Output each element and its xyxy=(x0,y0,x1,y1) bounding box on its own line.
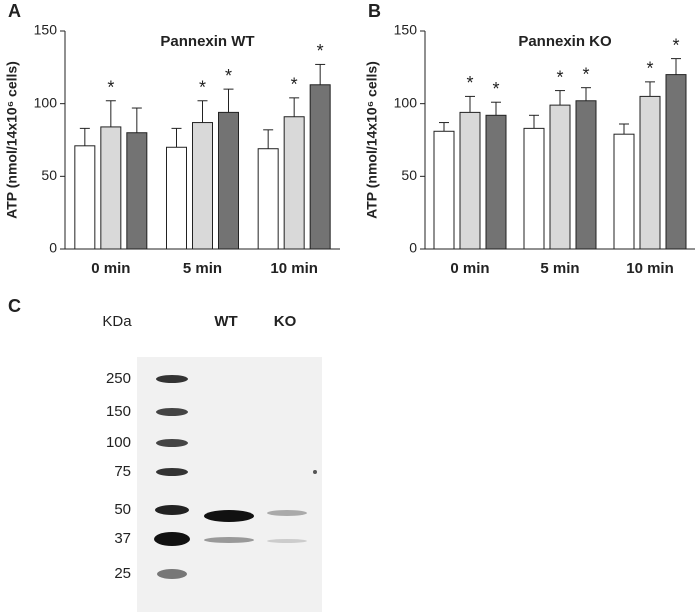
x-tick-label: 0 min xyxy=(450,260,489,277)
bar xyxy=(665,74,687,250)
significance-mark: * xyxy=(225,66,232,86)
y-tick-label: 0 xyxy=(49,240,57,256)
error-bar xyxy=(131,107,142,133)
error-bar xyxy=(581,87,591,101)
error-bar xyxy=(223,88,234,113)
x-tick-label: 10 min xyxy=(626,260,674,277)
y-tick-label: 100 xyxy=(394,94,418,110)
bar xyxy=(613,133,635,250)
chart-title: Pannexin KO xyxy=(518,33,612,50)
marker-label: 150 xyxy=(106,403,131,420)
bar xyxy=(433,130,455,250)
error-bar xyxy=(671,58,681,75)
marker-label: 37 xyxy=(114,530,131,547)
significance-mark: * xyxy=(317,41,324,61)
ladder-band xyxy=(156,468,188,476)
x-tick-label: 10 min xyxy=(270,260,318,277)
y-tick-label: 0 xyxy=(409,240,417,256)
error-bar xyxy=(315,63,326,85)
error-bar xyxy=(439,122,449,132)
bar xyxy=(257,148,279,250)
significance-mark: * xyxy=(672,35,679,55)
significance-mark: * xyxy=(556,67,563,87)
bar xyxy=(166,146,187,250)
bar xyxy=(639,95,661,250)
significance-mark: * xyxy=(107,78,114,98)
error-bar xyxy=(197,100,208,123)
bar xyxy=(74,145,96,250)
bar xyxy=(459,111,481,250)
error-bar xyxy=(465,95,475,113)
error-bar xyxy=(619,123,629,135)
marker-label: 250 xyxy=(106,370,131,387)
ladder-band xyxy=(156,375,188,383)
significance-mark: * xyxy=(646,59,653,79)
ladder-band xyxy=(156,439,188,447)
bar xyxy=(523,127,545,250)
bar xyxy=(283,116,305,250)
ladder-band xyxy=(157,569,187,579)
x-tick-label: 5 min xyxy=(540,260,579,277)
significance-mark: * xyxy=(582,64,589,84)
error-bar xyxy=(555,90,565,106)
wt-band xyxy=(204,537,254,543)
error-bar xyxy=(491,101,501,116)
y-tick-label: 50 xyxy=(401,167,417,183)
lane-label: WT xyxy=(214,313,237,330)
bar xyxy=(485,114,507,250)
error-bar xyxy=(529,114,539,129)
bar xyxy=(192,122,213,250)
y-tick-label: 150 xyxy=(394,22,418,38)
error-bar xyxy=(289,97,300,117)
significance-mark: * xyxy=(199,78,206,98)
marker-label: 50 xyxy=(114,501,131,518)
bar xyxy=(126,132,148,250)
ladder-band xyxy=(156,408,188,416)
y-tick-label: 50 xyxy=(41,167,57,183)
error-bar xyxy=(171,127,182,148)
panel-label: A xyxy=(8,1,21,21)
error-bar xyxy=(79,127,90,146)
significance-mark: * xyxy=(466,73,473,93)
significance-mark: * xyxy=(492,79,499,99)
ladder-band xyxy=(155,505,189,515)
bar xyxy=(218,111,239,250)
ko-band xyxy=(267,539,307,543)
blot-image xyxy=(137,357,322,612)
bar xyxy=(575,100,597,250)
error-bar xyxy=(645,81,655,97)
chart-title: Pannexin WT xyxy=(160,33,254,50)
panel-label: B xyxy=(368,1,381,21)
marker-label: 75 xyxy=(114,463,131,480)
x-tick-label: 5 min xyxy=(183,260,222,277)
bar xyxy=(100,126,122,250)
significance-mark: * xyxy=(291,75,298,95)
bar xyxy=(549,104,571,250)
y-axis-label: ATP (nmol/14x10⁶ cells) xyxy=(4,61,20,219)
ladder-band xyxy=(154,532,190,546)
lane-label: KO xyxy=(274,313,297,330)
y-tick-label: 100 xyxy=(34,94,58,110)
y-tick-label: 150 xyxy=(34,22,58,38)
error-bar xyxy=(105,100,116,127)
bar xyxy=(309,84,331,250)
marker-label: 25 xyxy=(114,565,131,582)
wt-band xyxy=(204,510,254,522)
marker-label: 100 xyxy=(106,434,131,451)
unit-label: KDa xyxy=(102,313,132,330)
ko-band xyxy=(267,510,307,516)
panel-label: C xyxy=(8,296,21,316)
y-axis-label: ATP (nmol/14x10⁶ cells) xyxy=(364,61,380,219)
x-tick-label: 0 min xyxy=(91,260,130,277)
blot-spot xyxy=(313,470,317,474)
error-bar xyxy=(263,129,274,149)
